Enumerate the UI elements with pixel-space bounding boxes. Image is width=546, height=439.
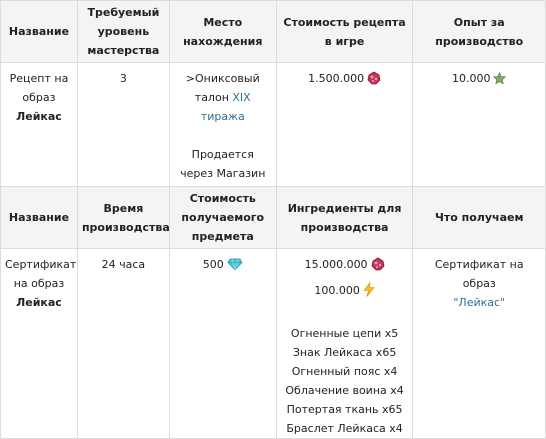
result-link[interactable]: "Лейкас" [453,296,506,309]
header-item-cost: Стоимость получаемого предмета [168,186,277,249]
ingredient-item: Огненные цепи x5 [290,327,399,340]
green-star-icon [493,72,507,91]
ingredient-item: Огненный пояс x4 [291,365,398,378]
item-cost-value: 500 [202,258,224,271]
ruby-gem-icon [367,71,381,91]
ingredients-cell: 15.000.000 100.000 Огненные цепи x5 Знак… [275,248,414,439]
recipe-cost-value: 1.500.000 [308,72,365,85]
ingredient-cost-2-value: 100.000 [314,284,360,297]
recipe-cost-cell: 1.500.000 [275,62,414,187]
ingredient-list: Огненные цепи x5 Знак Лейкаса x65 Огненн… [281,324,409,438]
header-row-1: Название Требуемый уровень мастерства Ме… [0,0,546,63]
certificate-name-bold: Лейкас [16,296,62,309]
result-cell: Сертификат на образ "Лейкас" [412,248,546,439]
header-level: Требуемый уровень мастерства [76,0,170,63]
sold-text: Продается через Магазин [180,148,266,180]
exp-cell: 10.000 [412,62,546,187]
certificate-name-text: Сертификат на образ [5,258,77,290]
recipe-level-cell: 3 [76,62,170,187]
recipe-row: Рецепт на образ Лейкас 3 >Ониксовый тало… [0,62,546,187]
diamond-icon [227,258,243,277]
certificate-name-cell: Сертификат на образ Лейкас [0,248,78,439]
header-location: Место нахождения [168,0,277,63]
ingredient-item: Облачение воина x4 [285,384,404,397]
header-row-2: Название Время производства Стоимость по… [0,186,546,249]
location-link[interactable]: XIX тиража [200,91,251,123]
header-name: Название [0,0,78,63]
item-cost-cell: 500 [168,248,277,439]
header-ingredients: Ингредиенты для производства [275,186,414,249]
header-time: Время производства [76,186,170,249]
recipe-location-cell: >Ониксовый талон XIX тиража Продается че… [168,62,277,187]
ingredient-item: Потертая ткань x65 [286,403,403,416]
location-prefix: >Ониксовый талон [185,72,260,104]
ingredient-cost-1-value: 15.000.000 [304,258,368,271]
header-result: Что получаем [412,186,546,249]
result-prefix: Сертификат на образ [434,258,524,290]
time-cell: 24 часа [76,248,170,439]
recipe-name-cell: Рецепт на образ Лейкас [0,62,78,187]
certificate-row: Сертификат на образ Лейкас 24 часа 500 1… [0,248,546,439]
recipe-name-text: Рецепт на образ [9,72,69,104]
ruby-gem-icon [371,257,385,277]
ingredient-item: Знак Лейкаса x65 [292,346,397,359]
ingredient-cost-2: 100.000 [281,281,409,303]
lightning-icon [363,281,375,303]
ingredient-cost-1: 15.000.000 [281,255,409,277]
header-name-2: Название [0,186,78,249]
header-exp: Опыт за производство [412,0,546,63]
header-recipe-cost: Стоимость рецепта в игре [275,0,414,63]
exp-value: 10.000 [451,72,491,85]
recipe-name-bold: Лейкас [16,110,62,123]
